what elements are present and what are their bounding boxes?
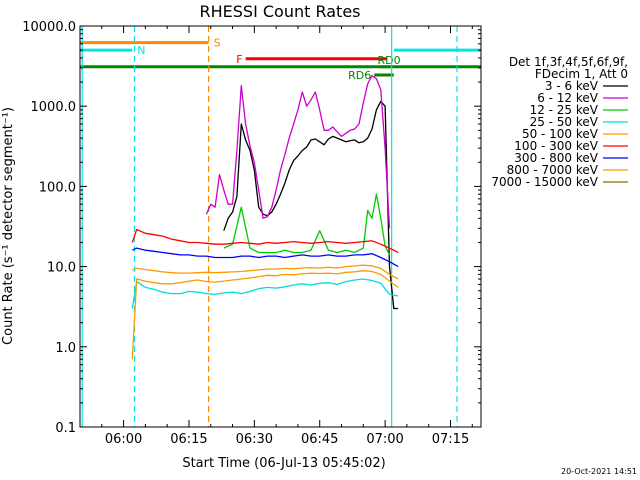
legend-entry-label: 800 - 7000 keV [507,163,599,177]
y-tick-label: 1000.0 [31,100,77,115]
y-tick-label: 0.1 [55,421,76,436]
series-line [223,100,399,310]
legend-entry-label: 3 - 6 keV [545,79,599,93]
annotation-label: RD6 [348,69,371,82]
legend-entry-label: 300 - 800 keV [514,151,598,165]
legend-entry-label: 6 - 12 keV [537,91,599,105]
y-tick-label: 1.0 [55,341,76,356]
y-axis: 0.1 1.0 10.0 100.0 1000.0 10000.0 [22,20,481,436]
legend: Det 1f,3f,4f,5f,6f,9f, FDecim 1, Att 0 3… [491,55,628,189]
legend-entry-label: 12 - 25 keV [530,103,599,117]
series-line [132,247,399,268]
x-axis-label: Start Time (06-Jul-13 05:45:02) [182,456,385,471]
y-tick-label: 10.0 [47,261,76,276]
annotation-label: F [236,53,242,66]
series-group [131,75,399,360]
plot-frame [79,25,482,428]
instrument-state-bars: S N F RD0 RD6 [80,37,481,82]
y-tick-label: 100.0 [39,180,76,195]
x-tick-label: 06:30 [236,432,273,447]
vertical-markers [81,26,458,427]
y-axis-label: Count Rate (s⁻¹ detector segment⁻¹) [1,107,16,345]
series-line [131,278,399,309]
series-line [131,270,399,360]
legend-entry-label: 25 - 50 keV [530,115,599,129]
x-axis: 06:00 06:15 06:30 06:45 07:00 07:15 [79,26,473,447]
annotation-label: RD0 [378,54,401,67]
chart-title: RHESSI Count Rates [200,2,361,21]
x-tick-label: 06:15 [170,432,207,447]
x-tick-label: 07:15 [432,432,469,447]
legend-entry-label: 100 - 300 keV [514,139,598,153]
series-line [131,228,399,254]
annotation-label: S [214,37,221,50]
timestamp: 20-Oct-2021 14:51 [561,467,637,476]
series-line [132,264,399,280]
legend-header-line-2: FDecim 1, Att 0 [535,67,628,81]
series-line [223,193,391,256]
y-tick-label: 10000.0 [22,20,76,35]
annotation-label: N [137,44,145,57]
x-tick-label: 06:45 [301,432,338,447]
legend-header-line-1: Det 1f,3f,4f,5f,6f,9f, [509,55,628,69]
x-tick-label: 06:00 [105,432,142,447]
legend-entry-label: 50 - 100 keV [522,127,599,141]
legend-entry-label: 7000 - 15000 keV [491,175,598,189]
series-line [205,75,391,229]
x-tick-label: 07:00 [366,432,403,447]
